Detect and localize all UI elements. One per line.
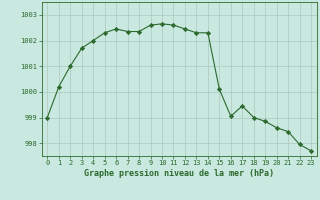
X-axis label: Graphe pression niveau de la mer (hPa): Graphe pression niveau de la mer (hPa) <box>84 169 274 178</box>
